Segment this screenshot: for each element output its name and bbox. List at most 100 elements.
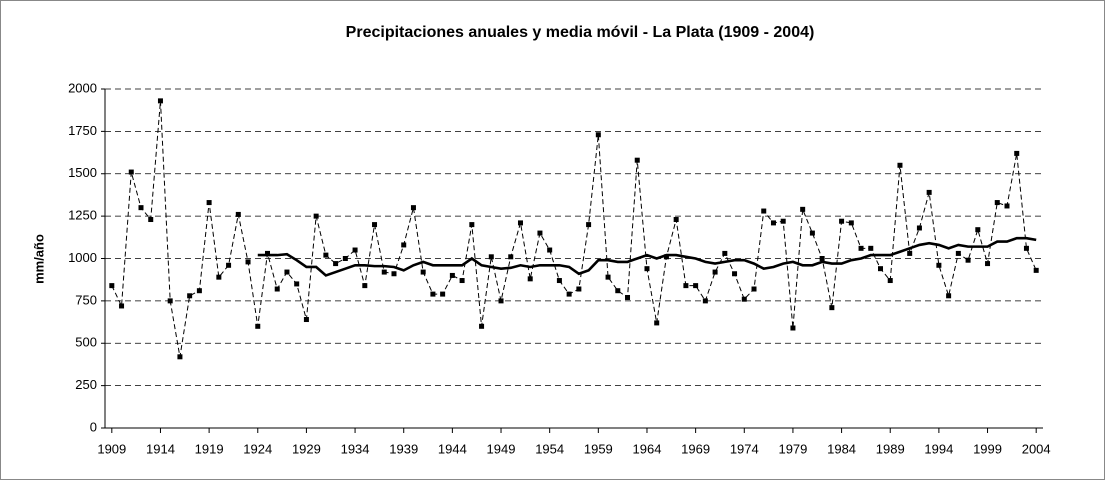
point <box>800 206 806 212</box>
point <box>916 225 922 231</box>
point <box>955 250 961 256</box>
point <box>1033 267 1039 273</box>
y-tick-label: 1000 <box>68 250 97 265</box>
point <box>157 98 163 104</box>
point <box>245 259 251 265</box>
y-tick-label: 1500 <box>68 165 97 180</box>
point <box>761 208 767 214</box>
point <box>449 272 455 278</box>
point <box>683 283 689 289</box>
point <box>868 245 874 251</box>
x-tick-label: 1949 <box>487 441 516 456</box>
point <box>362 283 368 289</box>
point <box>615 288 621 294</box>
point <box>790 325 796 331</box>
x-tick-label: 1984 <box>827 441 856 456</box>
point <box>693 283 699 289</box>
point <box>605 274 611 280</box>
point <box>128 169 134 175</box>
point <box>119 303 125 309</box>
point <box>235 211 241 217</box>
series-line <box>257 236 1037 277</box>
y-tick-label: 1250 <box>68 208 97 223</box>
point <box>936 262 942 268</box>
point <box>1014 150 1020 156</box>
point <box>751 286 757 292</box>
point <box>663 254 669 260</box>
point <box>654 320 660 326</box>
point <box>342 256 348 261</box>
point <box>303 317 309 323</box>
point <box>1023 245 1029 251</box>
x-tick-label: 1909 <box>97 441 126 456</box>
point <box>196 288 202 294</box>
x-tick-label: 2004 <box>1022 441 1051 456</box>
point <box>819 256 825 261</box>
y-tick-label: 1750 <box>68 123 97 138</box>
point <box>284 269 290 275</box>
point <box>644 266 650 272</box>
point <box>965 257 971 263</box>
x-tick-label: 1999 <box>973 441 1002 456</box>
point <box>498 298 504 304</box>
point <box>177 354 183 360</box>
point <box>712 269 718 275</box>
point <box>732 271 738 277</box>
point <box>459 278 465 284</box>
point <box>294 281 300 287</box>
point <box>401 242 407 248</box>
x-tick-label: 1919 <box>195 441 224 456</box>
point <box>839 218 845 224</box>
point <box>702 298 708 304</box>
x-tick-label: 1954 <box>535 441 564 456</box>
y-tick-label: 0 <box>90 419 97 434</box>
point <box>586 222 592 228</box>
point <box>634 157 640 163</box>
point <box>556 278 562 284</box>
point <box>352 247 358 253</box>
point <box>566 291 572 297</box>
point <box>975 227 981 233</box>
point <box>391 271 397 277</box>
point <box>333 261 339 267</box>
x-tick-label: 1959 <box>584 441 613 456</box>
point <box>770 220 776 226</box>
point <box>148 217 154 223</box>
point <box>595 132 601 138</box>
x-tick-label: 1994 <box>924 441 953 456</box>
point <box>313 213 319 219</box>
x-tick-label: 1964 <box>633 441 662 456</box>
point <box>537 230 543 236</box>
point <box>187 293 193 299</box>
point <box>985 261 991 267</box>
x-tick-label: 1939 <box>389 441 418 456</box>
point <box>1004 203 1010 209</box>
point <box>829 305 835 311</box>
chart-frame <box>0 0 1105 480</box>
x-tick-label: 1989 <box>876 441 905 456</box>
point <box>206 200 212 206</box>
point <box>488 254 494 260</box>
point <box>226 262 232 268</box>
point <box>517 220 523 226</box>
x-tick-label: 1974 <box>730 441 759 456</box>
y-tick-label: 2000 <box>68 80 97 95</box>
point <box>479 323 485 329</box>
point <box>430 291 436 297</box>
y-tick-label: 750 <box>75 292 97 307</box>
point <box>323 252 329 258</box>
point <box>625 294 631 300</box>
point <box>858 245 864 251</box>
point <box>926 189 932 195</box>
x-tick-label: 1944 <box>438 441 467 456</box>
point <box>848 220 854 226</box>
point <box>109 283 115 289</box>
point <box>809 230 815 236</box>
point <box>508 254 514 260</box>
point <box>381 269 387 275</box>
point <box>887 278 893 284</box>
point <box>138 205 144 211</box>
point <box>897 162 903 168</box>
chart-title: Precipitaciones anuales y media móvil - … <box>346 24 815 41</box>
